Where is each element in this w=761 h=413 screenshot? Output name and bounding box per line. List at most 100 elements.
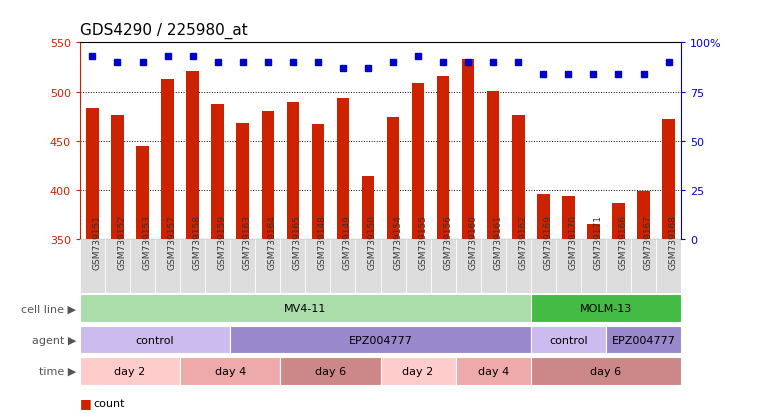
Text: GSM739157: GSM739157 — [167, 215, 177, 270]
Bar — [556, 240, 581, 293]
Text: GDS4290 / 225980_at: GDS4290 / 225980_at — [80, 23, 247, 39]
Text: day 4: day 4 — [478, 366, 509, 376]
Bar — [380, 357, 456, 385]
Text: EPZ004777: EPZ004777 — [612, 335, 676, 345]
Bar — [531, 357, 681, 385]
Bar — [280, 240, 305, 293]
Text: day 6: day 6 — [315, 366, 346, 376]
Bar — [380, 240, 406, 293]
Bar — [612, 203, 625, 240]
Text: GSM739156: GSM739156 — [443, 215, 452, 270]
Bar — [631, 240, 656, 293]
Bar — [161, 80, 174, 240]
Bar — [637, 192, 650, 240]
Text: GSM739152: GSM739152 — [117, 215, 126, 270]
Text: day 6: day 6 — [591, 366, 622, 376]
Bar — [512, 116, 524, 240]
Bar — [462, 60, 474, 240]
Text: GSM739149: GSM739149 — [343, 215, 352, 270]
Text: day 2: day 2 — [403, 366, 434, 376]
Bar — [311, 125, 324, 240]
Bar — [80, 240, 105, 293]
Bar — [437, 77, 450, 240]
Bar — [130, 240, 155, 293]
Bar — [581, 240, 606, 293]
Bar — [255, 240, 280, 293]
Bar — [606, 326, 681, 354]
Text: GSM739160: GSM739160 — [468, 215, 477, 270]
Bar — [105, 240, 130, 293]
Bar — [456, 357, 531, 385]
Bar — [531, 326, 606, 354]
Bar — [406, 240, 431, 293]
Bar — [287, 103, 299, 240]
Bar — [180, 240, 205, 293]
Bar — [606, 240, 631, 293]
Text: GSM739161: GSM739161 — [493, 215, 502, 270]
Bar — [111, 116, 124, 240]
Text: control: control — [549, 335, 587, 345]
Bar — [80, 357, 180, 385]
Bar — [80, 326, 231, 354]
Text: cell line ▶: cell line ▶ — [21, 304, 76, 314]
Text: GSM739166: GSM739166 — [619, 215, 628, 270]
Bar — [531, 240, 556, 293]
Text: count: count — [94, 398, 125, 408]
Bar — [537, 195, 549, 240]
Text: GSM739169: GSM739169 — [543, 215, 552, 270]
Text: GSM739164: GSM739164 — [268, 215, 277, 270]
Text: GSM739158: GSM739158 — [193, 215, 202, 270]
Bar — [262, 112, 274, 240]
Bar — [587, 225, 600, 240]
Bar — [487, 91, 499, 240]
Text: GSM739165: GSM739165 — [293, 215, 302, 270]
Bar — [431, 240, 456, 293]
Bar — [387, 118, 400, 240]
Text: agent ▶: agent ▶ — [32, 335, 76, 345]
Bar — [330, 240, 355, 293]
Bar — [305, 240, 330, 293]
Text: GSM739167: GSM739167 — [644, 215, 652, 270]
Bar — [237, 124, 249, 240]
Bar — [180, 357, 280, 385]
Text: MV4-11: MV4-11 — [284, 304, 326, 314]
Text: EPZ004777: EPZ004777 — [349, 335, 412, 345]
Text: time ▶: time ▶ — [39, 366, 76, 376]
Text: GSM739150: GSM739150 — [368, 215, 377, 270]
Bar — [212, 105, 224, 240]
Text: ■: ■ — [80, 396, 96, 409]
Text: GSM739148: GSM739148 — [318, 215, 327, 270]
Bar — [662, 120, 675, 240]
Text: GSM739163: GSM739163 — [243, 215, 252, 270]
Bar — [230, 240, 255, 293]
Bar — [155, 240, 180, 293]
Text: GSM739154: GSM739154 — [393, 215, 402, 270]
Bar — [186, 72, 199, 240]
Text: MOLM-13: MOLM-13 — [580, 304, 632, 314]
Bar — [86, 109, 99, 240]
Bar — [230, 326, 531, 354]
Bar — [456, 240, 481, 293]
Bar — [80, 295, 531, 323]
Text: GSM739162: GSM739162 — [518, 215, 527, 270]
Text: GSM739155: GSM739155 — [418, 215, 427, 270]
Text: control: control — [135, 335, 174, 345]
Text: GSM739151: GSM739151 — [92, 215, 101, 270]
Text: GSM739159: GSM739159 — [218, 215, 227, 270]
Bar — [355, 240, 380, 293]
Bar — [656, 240, 681, 293]
Text: day 4: day 4 — [215, 366, 246, 376]
Text: GSM739170: GSM739170 — [568, 215, 578, 270]
Text: GSM739168: GSM739168 — [669, 215, 677, 270]
Text: day 2: day 2 — [114, 366, 145, 376]
Text: GSM739171: GSM739171 — [594, 215, 603, 270]
Bar — [562, 196, 575, 240]
Bar — [205, 240, 231, 293]
Bar — [280, 357, 380, 385]
Bar — [531, 295, 681, 323]
Bar — [361, 177, 374, 240]
Bar — [136, 146, 149, 240]
Bar — [412, 83, 425, 240]
Bar — [481, 240, 506, 293]
Bar — [506, 240, 531, 293]
